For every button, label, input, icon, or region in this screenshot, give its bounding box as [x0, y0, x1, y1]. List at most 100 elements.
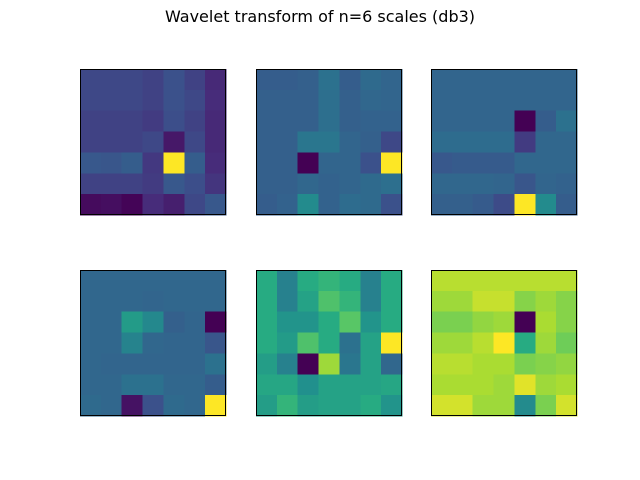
heatmap-cell — [472, 374, 495, 396]
heatmap-cell — [276, 89, 299, 112]
heatmap-cell — [100, 290, 123, 313]
heatmap-cell — [431, 374, 453, 396]
heatmap-cell — [493, 290, 516, 313]
heatmap-cell — [163, 290, 185, 313]
heatmap-cell — [472, 270, 495, 292]
heatmap-cell — [339, 152, 361, 174]
heatmap-cell — [493, 131, 516, 154]
heatmap-cell — [80, 290, 102, 313]
heatmap-cell — [535, 152, 557, 174]
heatmap-cell — [100, 270, 123, 292]
heatmap-cell — [535, 69, 557, 91]
heatmap-cell — [121, 89, 144, 112]
heatmap-cell — [80, 131, 102, 154]
heatmap-cell — [493, 194, 516, 216]
heatmap-cell — [431, 353, 453, 375]
heatmap-cell — [184, 69, 206, 91]
heatmap-cell — [297, 353, 320, 375]
heatmap-cell — [535, 270, 557, 292]
heatmap-cell — [535, 131, 557, 154]
heatmap-cell — [360, 374, 382, 396]
heatmap-cell — [318, 69, 341, 91]
heatmap-cell — [205, 311, 227, 334]
heatmap-cell — [514, 89, 536, 112]
heatmap-cell — [318, 311, 341, 334]
heatmap-cell — [381, 110, 403, 133]
heatmap-cell — [318, 173, 341, 195]
heatmap-cell — [100, 353, 123, 375]
heatmap-cell — [121, 194, 144, 216]
heatmap-cell — [451, 69, 474, 91]
panel-frame — [80, 69, 226, 215]
heatmap-cell — [451, 131, 474, 154]
heatmap-cell — [451, 110, 474, 133]
heatmap-cell — [451, 270, 474, 292]
heatmap-cell — [339, 311, 361, 334]
heatmap-cell — [163, 131, 185, 154]
heatmap-cell — [381, 270, 403, 292]
heatmap-cell — [80, 152, 102, 174]
heatmap-cell — [381, 374, 403, 396]
heatmap-cell — [163, 311, 185, 334]
heatmap-cell — [472, 311, 495, 334]
heatmap-cell — [431, 311, 453, 334]
heatmap-cell — [318, 353, 341, 375]
heatmap-cell — [556, 152, 578, 174]
heatmap-cell — [297, 131, 320, 154]
heatmap-cell — [431, 270, 453, 292]
heatmap-cell — [100, 173, 123, 195]
heatmap-cell — [360, 110, 382, 133]
heatmap-cell — [360, 270, 382, 292]
heatmap-cell — [451, 395, 474, 417]
heatmap-cell — [514, 152, 536, 174]
heatmap-cell — [472, 353, 495, 375]
heatmap-cell — [163, 353, 185, 375]
heatmap-cell — [472, 173, 495, 195]
heatmap-cell — [381, 194, 403, 216]
heatmap-cell — [381, 311, 403, 334]
heatmap-cell — [205, 152, 227, 174]
heatmap-cell — [339, 131, 361, 154]
panel-frame — [256, 69, 402, 215]
heatmap-cell — [142, 173, 165, 195]
heatmap-cell — [472, 110, 495, 133]
heatmap-cell — [184, 374, 206, 396]
heatmap-cell — [276, 270, 299, 292]
heatmap-cell — [381, 89, 403, 112]
heatmap-cell — [339, 332, 361, 355]
heatmap-cell — [184, 311, 206, 334]
heatmap-cell — [205, 332, 227, 355]
heatmap-cell — [431, 152, 453, 174]
heatmap-cell — [535, 194, 557, 216]
heatmap-cell — [205, 374, 227, 396]
heatmap-cell — [276, 311, 299, 334]
heatmap-panel-1 — [80, 69, 227, 216]
heatmap-cell — [556, 395, 578, 417]
heatmap-cell — [493, 110, 516, 133]
heatmap-cell — [535, 395, 557, 417]
heatmap-cell — [184, 290, 206, 313]
heatmap-cell — [556, 194, 578, 216]
heatmap-cell — [80, 69, 102, 91]
heatmap-cell — [360, 290, 382, 313]
heatmap-cell — [121, 173, 144, 195]
heatmap-cell — [100, 311, 123, 334]
heatmap-cell — [360, 89, 382, 112]
heatmap-cell — [318, 110, 341, 133]
heatmap-cell — [514, 69, 536, 91]
heatmap-cell — [339, 374, 361, 396]
heatmap-cell — [431, 173, 453, 195]
heatmap-cell — [276, 290, 299, 313]
heatmap-cell — [514, 374, 536, 396]
heatmap-cell — [339, 395, 361, 417]
heatmap-cell — [493, 173, 516, 195]
heatmap-cell — [184, 131, 206, 154]
heatmap-cell — [493, 311, 516, 334]
figure-title: Wavelet transform of n=6 scales (db3) — [165, 7, 475, 26]
heatmap-cell — [297, 311, 320, 334]
heatmap-cell — [276, 152, 299, 174]
heatmap-cell — [142, 270, 165, 292]
heatmap-cell — [514, 290, 536, 313]
heatmap-cell — [276, 332, 299, 355]
heatmap-cell — [205, 353, 227, 375]
